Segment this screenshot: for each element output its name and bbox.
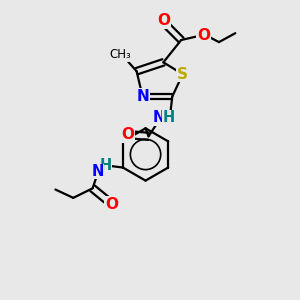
Text: N: N: [152, 110, 164, 125]
Text: N: N: [92, 164, 104, 179]
Text: O: O: [121, 127, 134, 142]
Text: O: O: [157, 13, 170, 28]
Text: N: N: [136, 89, 149, 104]
Text: O: O: [197, 28, 210, 43]
Text: O: O: [105, 196, 118, 211]
Text: H: H: [162, 110, 175, 125]
Text: S: S: [177, 67, 188, 82]
Text: H: H: [100, 158, 112, 173]
Text: CH₃: CH₃: [110, 48, 131, 62]
Text: NH: NH: [151, 110, 176, 125]
